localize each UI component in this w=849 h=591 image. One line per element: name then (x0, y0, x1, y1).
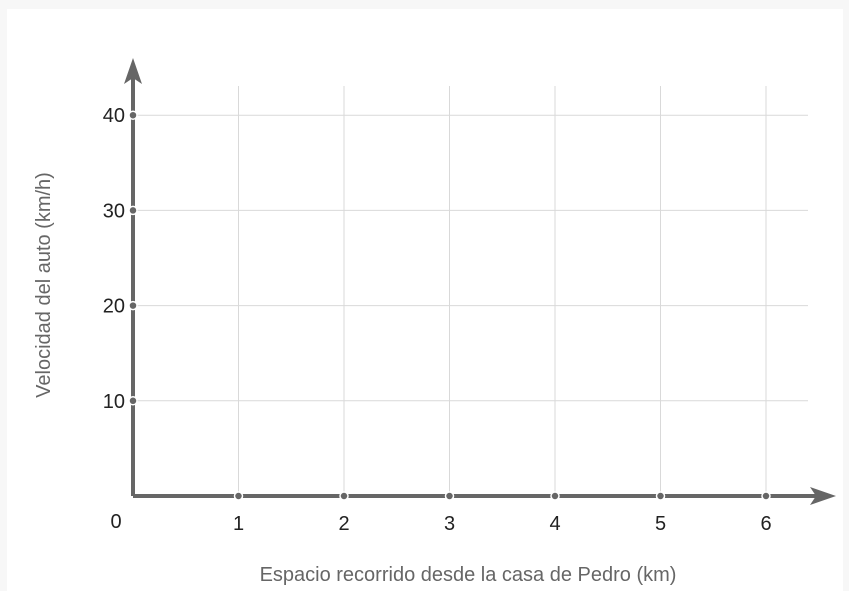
x-tick-label-2: 2 (338, 513, 349, 535)
x-tick-dot-5 (655, 491, 666, 501)
x-tick-dot-1 (233, 491, 244, 501)
x-tick-dot-2 (339, 491, 349, 501)
x-tick-label-5: 5 (655, 513, 666, 535)
x-tick-label-1: 1 (233, 513, 244, 535)
origin-label: 0 (110, 511, 121, 533)
x-tick-label-3: 3 (444, 513, 455, 535)
y-tick-label-20: 20 (103, 296, 125, 318)
y-tick-label-10: 10 (103, 391, 125, 413)
axis-layer (124, 58, 836, 505)
y-tick-label-40: 40 (103, 105, 125, 127)
y-tick-dot-10 (128, 396, 138, 406)
y-tick-label-30: 30 (103, 200, 125, 222)
x-tick-label-6: 6 (760, 513, 771, 535)
y-tick-dot-30 (128, 205, 138, 216)
x-tick-dot-3 (444, 491, 455, 501)
x-tick-dot-4 (550, 491, 560, 501)
x-tick-label-4: 4 (549, 513, 560, 535)
x-tick-dot-6 (761, 491, 771, 501)
y-axis-title: Velocidad del auto (km/h) (33, 172, 55, 398)
y-tick-dot-20 (128, 300, 138, 311)
y-tick-dot-40 (128, 110, 138, 120)
y-axis-arrow-icon (124, 58, 142, 84)
tick-layer: 1 2 3 4 5 6 10 20 30 40 (103, 105, 772, 535)
x-axis-title: Espacio recorrido desde la casa de Pedro… (260, 564, 677, 586)
x-axis-arrow-icon (810, 487, 836, 505)
grid-layer (133, 86, 808, 496)
